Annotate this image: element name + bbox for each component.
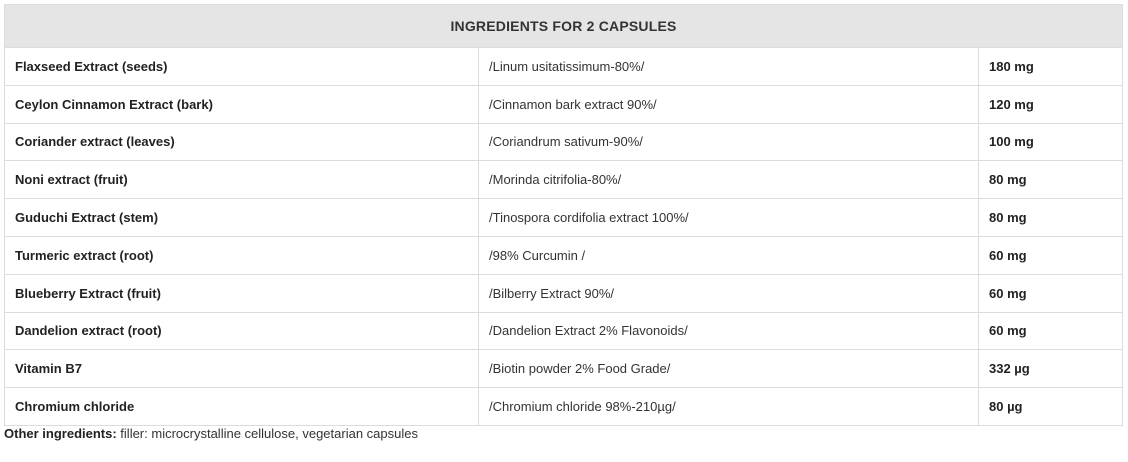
- ingredient-description: /Morinda citrifolia-80%/: [478, 160, 979, 200]
- ingredient-description: /98% Curcumin /: [478, 235, 979, 275]
- table-row: Vitamin B7 /Biotin powder 2% Food Grade/…: [4, 349, 1123, 389]
- ingredient-amount: 60 mg: [978, 273, 1123, 313]
- ingredient-amount: 60 mg: [978, 235, 1123, 275]
- ingredient-description: /Cinnamon bark extract 90%/: [478, 84, 979, 124]
- table-row: Flaxseed Extract (seeds) /Linum usitatis…: [4, 47, 1123, 86]
- ingredient-name: Guduchi Extract (stem): [4, 198, 479, 237]
- ingredient-description: /Dandelion Extract 2% Flavonoids/: [478, 311, 979, 351]
- ingredient-description: /Biotin powder 2% Food Grade/: [478, 349, 979, 389]
- other-ingredients-text: filler: microcrystalline cellulose, vege…: [116, 426, 418, 441]
- ingredient-amount: 60 mg: [978, 311, 1123, 351]
- ingredient-name: Ceylon Cinnamon Extract (bark): [4, 84, 479, 124]
- ingredient-amount: 80 mg: [978, 160, 1123, 200]
- ingredient-amount: 332 µg: [978, 349, 1123, 389]
- ingredient-name: Blueberry Extract (fruit): [4, 273, 479, 313]
- ingredient-description: /Chromium chloride 98%-210µg/: [478, 387, 979, 426]
- ingredients-table: INGREDIENTS FOR 2 CAPSULES Flaxseed Extr…: [4, 4, 1123, 426]
- table-row: Ceylon Cinnamon Extract (bark) /Cinnamon…: [4, 84, 1123, 124]
- ingredient-description: /Coriandrum sativum-90%/: [478, 122, 979, 162]
- table-header: INGREDIENTS FOR 2 CAPSULES: [4, 4, 1123, 48]
- ingredients-table-container: INGREDIENTS FOR 2 CAPSULES Flaxseed Extr…: [4, 4, 1123, 426]
- ingredient-name: Dandelion extract (root): [4, 311, 479, 351]
- ingredient-amount: 80 mg: [978, 198, 1123, 237]
- ingredient-amount: 180 mg: [978, 47, 1123, 86]
- table-row: Coriander extract (leaves) /Coriandrum s…: [4, 122, 1123, 162]
- ingredient-amount: 100 mg: [978, 122, 1123, 162]
- ingredient-name: Noni extract (fruit): [4, 160, 479, 200]
- ingredient-description: /Bilberry Extract 90%/: [478, 273, 979, 313]
- table-row: Noni extract (fruit) /Morinda citrifolia…: [4, 160, 1123, 200]
- ingredient-description: /Tinospora cordifolia extract 100%/: [478, 198, 979, 237]
- ingredient-name: Flaxseed Extract (seeds): [4, 47, 479, 86]
- table-row: Dandelion extract (root) /Dandelion Extr…: [4, 311, 1123, 351]
- table-row: Turmeric extract (root) /98% Curcumin / …: [4, 235, 1123, 275]
- other-ingredients: Other ingredients: filler: microcrystall…: [4, 426, 418, 441]
- table-row: Guduchi Extract (stem) /Tinospora cordif…: [4, 198, 1123, 237]
- ingredient-amount: 120 mg: [978, 84, 1123, 124]
- ingredient-amount: 80 µg: [978, 387, 1123, 426]
- ingredient-name: Turmeric extract (root): [4, 235, 479, 275]
- table-row: Chromium chloride /Chromium chloride 98%…: [4, 387, 1123, 426]
- other-ingredients-label: Other ingredients:: [4, 426, 117, 441]
- ingredient-description: /Linum usitatissimum-80%/: [478, 47, 979, 86]
- ingredient-name: Chromium chloride: [4, 387, 479, 426]
- ingredient-name: Coriander extract (leaves): [4, 122, 479, 162]
- table-header-row: INGREDIENTS FOR 2 CAPSULES: [4, 4, 1123, 48]
- table-row: Blueberry Extract (fruit) /Bilberry Extr…: [4, 273, 1123, 313]
- ingredient-name: Vitamin B7: [4, 349, 479, 389]
